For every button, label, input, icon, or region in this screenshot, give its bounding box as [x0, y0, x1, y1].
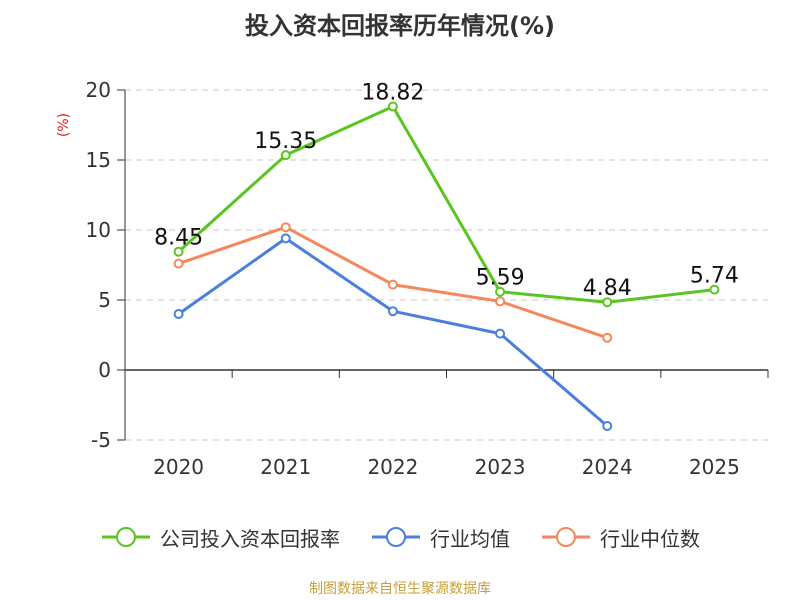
data-point — [387, 279, 398, 290]
data-label: 5.74 — [690, 264, 739, 289]
data-point — [280, 150, 291, 161]
y-axis-unit-label: (%) — [56, 113, 72, 137]
data-point — [495, 328, 506, 339]
data-point — [709, 284, 720, 295]
x-tick-label: 2020 — [153, 455, 204, 479]
x-tick-label: 2022 — [367, 455, 418, 479]
data-point — [495, 286, 506, 297]
data-label: 4.84 — [583, 276, 632, 301]
data-point — [173, 309, 184, 319]
y-tick-label: 0 — [98, 358, 111, 382]
y-tick-label: 15 — [86, 148, 111, 172]
data-label: 18.82 — [361, 81, 424, 106]
data-labels: 8.45 15.35 18.82 5.59 4.84 5.74 — [154, 81, 739, 302]
chart-title: 投入资本回报率历年情况(%) — [245, 12, 555, 40]
x-tick-label: 2021 — [260, 455, 311, 479]
legend: 公司投入资本回报率 行业均值 行业中位数 — [0, 520, 800, 554]
data-point — [387, 306, 398, 317]
data-point — [173, 246, 184, 257]
legend-label: 行业中位数 — [600, 526, 700, 551]
gridlines — [125, 89, 768, 441]
series-lines — [173, 101, 720, 431]
data-point — [280, 222, 291, 233]
legend-label: 公司投入资本回报率 — [160, 526, 340, 551]
legend-item: 行业中位数 — [540, 523, 700, 552]
data-label: 5.59 — [476, 266, 525, 291]
data-label: 8.45 — [154, 226, 203, 251]
y-tick-label: 20 — [86, 78, 111, 102]
legend-swatch — [102, 527, 150, 547]
data-point — [173, 258, 184, 269]
x-tick-label: 2023 — [475, 455, 526, 479]
series-line — [177, 236, 609, 428]
legend-label: 行业均值 — [430, 526, 510, 551]
data-point — [280, 233, 291, 244]
data-point — [602, 297, 613, 308]
y-tick-label: 10 — [86, 218, 111, 242]
x-tick-label: 2025 — [689, 455, 740, 479]
source-note: 制图数据来自恒生聚源数据库 — [309, 581, 491, 597]
y-tick-label: -5 — [91, 428, 111, 452]
legend-item: 行业均值 — [370, 523, 510, 552]
y-tick-label: 5 — [98, 288, 111, 312]
x-tick-label: 2024 — [582, 455, 633, 479]
legend-swatch — [542, 527, 590, 547]
legend-swatch — [372, 527, 420, 547]
series-line — [177, 105, 715, 304]
legend-item: 公司投入资本回报率 — [100, 523, 340, 552]
data-point — [387, 101, 398, 112]
data-point — [602, 421, 613, 431]
data-point — [602, 332, 613, 343]
data-point — [495, 296, 506, 307]
data-label: 15.35 — [254, 129, 317, 154]
